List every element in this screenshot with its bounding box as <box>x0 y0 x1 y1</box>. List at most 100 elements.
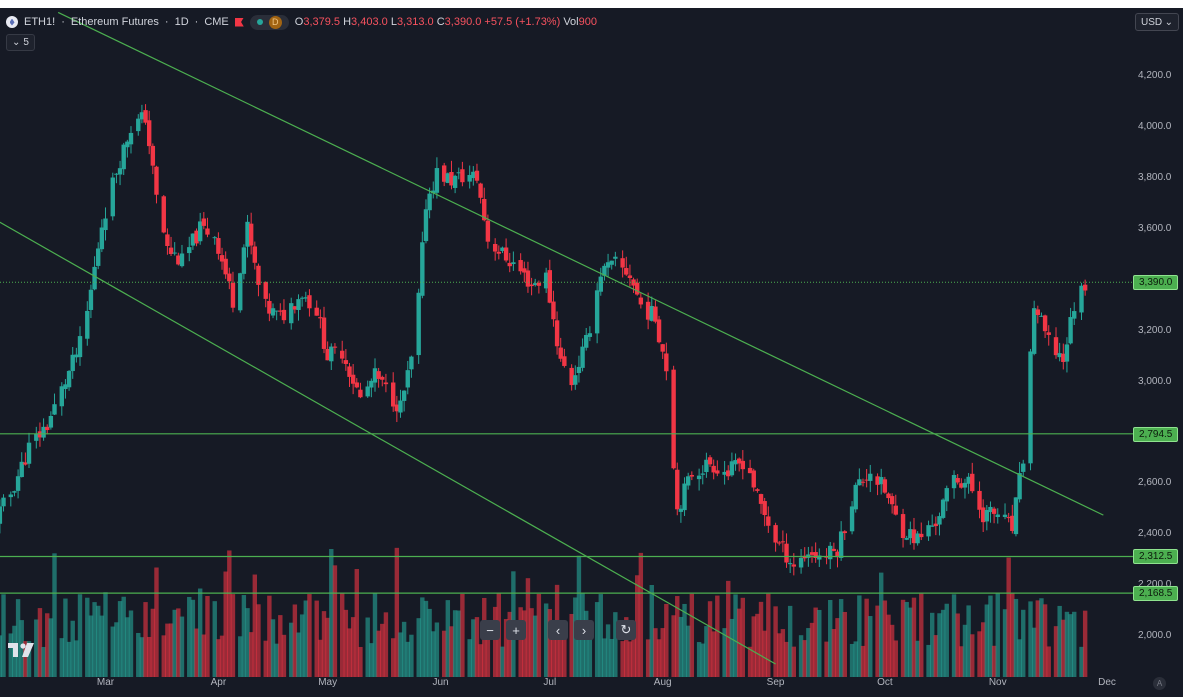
candle-body <box>842 531 847 534</box>
volume-bar <box>838 599 844 677</box>
candle-body <box>252 246 258 263</box>
candle-body <box>99 227 105 250</box>
candle-body <box>270 308 276 316</box>
volume-bar <box>584 610 589 677</box>
volume-bar <box>314 600 319 677</box>
volume-bar <box>562 628 567 677</box>
x-tick-label: May <box>318 677 338 688</box>
candle-body <box>492 243 498 252</box>
candle-body <box>114 173 119 175</box>
candle-body <box>278 310 283 312</box>
volume-bar <box>154 567 159 677</box>
candle-body <box>314 307 319 316</box>
y-tick-label: 2,600.0 <box>1138 477 1172 489</box>
candle-body <box>980 507 986 523</box>
collapse-indicators-button[interactable]: ⌄ 5 <box>6 34 35 51</box>
market-status-pill[interactable]: D <box>249 14 289 30</box>
candle-body <box>507 262 512 267</box>
zoom-out-icon[interactable]: − <box>480 620 500 640</box>
volume-bar <box>205 595 210 677</box>
candle-body <box>441 165 447 182</box>
volume-bar <box>904 601 909 677</box>
candle-body <box>1013 497 1019 535</box>
legend-interval[interactable]: 1D <box>174 16 189 28</box>
candle-body <box>241 247 247 274</box>
candle-body <box>1028 351 1033 464</box>
candle-body <box>96 248 101 266</box>
auto-scale-button[interactable]: A <box>1153 677 1166 690</box>
volume-bar <box>70 620 75 677</box>
candle-body <box>77 336 83 358</box>
volume-bar <box>103 592 108 677</box>
volume-bar <box>303 600 308 677</box>
candle-body <box>787 563 793 565</box>
volume-bar <box>139 637 145 677</box>
candle-body <box>791 564 797 567</box>
scroll-right-icon[interactable]: › <box>574 620 594 640</box>
volume-bar <box>926 644 931 677</box>
volume-bar <box>766 593 771 677</box>
volume-bar <box>452 610 458 677</box>
candle-body <box>1079 285 1084 313</box>
volume-bar <box>292 604 298 677</box>
volume-bar <box>420 597 425 677</box>
volume-bar <box>241 595 247 677</box>
trendline[interactable] <box>0 216 776 665</box>
volume-bar <box>416 618 421 677</box>
candle-body <box>573 375 578 385</box>
volume-bar <box>831 629 837 677</box>
volume-bar <box>471 619 476 677</box>
candle-body <box>128 132 134 145</box>
candle-body <box>649 306 654 321</box>
change-value: +57.5 (+1.73%) <box>484 16 561 28</box>
candle-body <box>733 460 738 465</box>
candle-body <box>533 283 538 285</box>
volume-bar <box>427 608 432 677</box>
trendline[interactable] <box>57 11 1104 516</box>
volume-bar <box>991 645 997 677</box>
volume-bar <box>485 622 491 677</box>
candle-body <box>602 265 607 276</box>
candle-body <box>1064 344 1070 362</box>
volume-bar <box>347 628 352 677</box>
candle-body <box>682 483 687 511</box>
candle-body <box>1021 463 1026 472</box>
volume-bar <box>1061 619 1066 677</box>
candle-body <box>405 370 410 388</box>
tradingview-logo-icon[interactable] <box>8 642 36 658</box>
volume-bar <box>190 599 196 677</box>
volume-bar <box>401 621 407 677</box>
candle-body <box>420 242 425 296</box>
low-value: 3,313.0 <box>396 16 434 28</box>
legend-symbol[interactable]: ETH1! <box>24 16 56 28</box>
candle-body <box>558 347 563 359</box>
flag-icon[interactable] <box>234 17 244 27</box>
candle-body <box>875 476 880 485</box>
volume-bar <box>995 593 1000 677</box>
x-tick-label: Apr <box>210 677 227 688</box>
candle-body <box>117 168 123 175</box>
price-chart[interactable] <box>0 8 1183 697</box>
candle-body <box>715 470 720 474</box>
candle-body <box>529 284 534 287</box>
volume-bar <box>900 599 906 677</box>
chart-frame[interactable]: ETH1! · Ethereum Futures · 1D · CME D O3,37… <box>0 8 1183 697</box>
candle-body <box>143 110 148 123</box>
scroll-left-icon[interactable]: ‹ <box>548 620 568 640</box>
zoom-in-icon[interactable]: + <box>506 620 526 640</box>
close-value: 3,390.0 <box>444 16 482 28</box>
candle-body <box>103 218 108 231</box>
candle-body <box>562 356 567 366</box>
volume-bar <box>168 623 174 677</box>
volume-bar <box>533 615 538 677</box>
reset-icon[interactable]: ↻ <box>616 620 636 640</box>
candle-body <box>34 433 39 441</box>
volume-bar <box>85 597 90 677</box>
candle-body <box>645 301 651 320</box>
currency-selector[interactable]: USD ⌄ <box>1135 13 1179 31</box>
volume-bar <box>23 641 28 677</box>
y-tick-label: 4,000.0 <box>1138 121 1172 132</box>
candle-body <box>1042 315 1048 332</box>
volume-bar <box>911 597 917 677</box>
candle-body <box>554 320 560 347</box>
